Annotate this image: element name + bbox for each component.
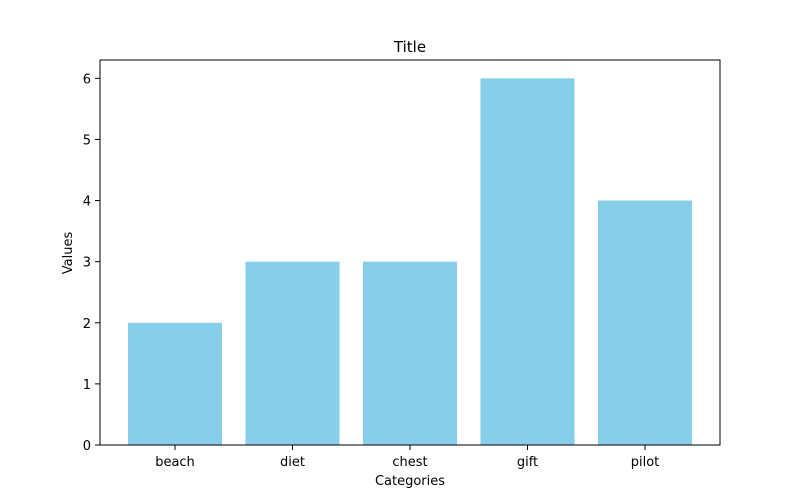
y-tick-label: 0 <box>83 439 91 454</box>
x-tick-label: diet <box>280 455 305 470</box>
x-ticks: beach diet chest gift pilot <box>155 445 659 470</box>
x-tick-label: pilot <box>631 455 660 470</box>
bar-chest <box>363 261 457 445</box>
bar-beach <box>128 322 222 445</box>
x-tick-label: gift <box>517 455 538 470</box>
plot-frame <box>99 59 721 446</box>
y-tick-label: 5 <box>83 133 91 148</box>
bar-gift <box>480 78 575 445</box>
y-tick-label: 1 <box>83 378 91 393</box>
plot-bars <box>128 78 692 445</box>
x-axis-label: Categories <box>375 474 445 489</box>
bar-diet <box>245 261 340 445</box>
y-tick-label: 2 <box>83 317 91 332</box>
y-tick-label: 3 <box>83 256 91 271</box>
x-tick-label: beach <box>155 455 195 470</box>
y-ticks: 0 1 2 3 4 5 6 <box>83 72 100 454</box>
bar-pilot <box>598 200 692 445</box>
chart-title: Title <box>393 38 426 56</box>
y-axis-label: Values <box>61 232 76 275</box>
y-tick-label: 6 <box>83 72 91 87</box>
x-tick-label: chest <box>392 455 427 470</box>
y-tick-label: 4 <box>83 195 91 210</box>
